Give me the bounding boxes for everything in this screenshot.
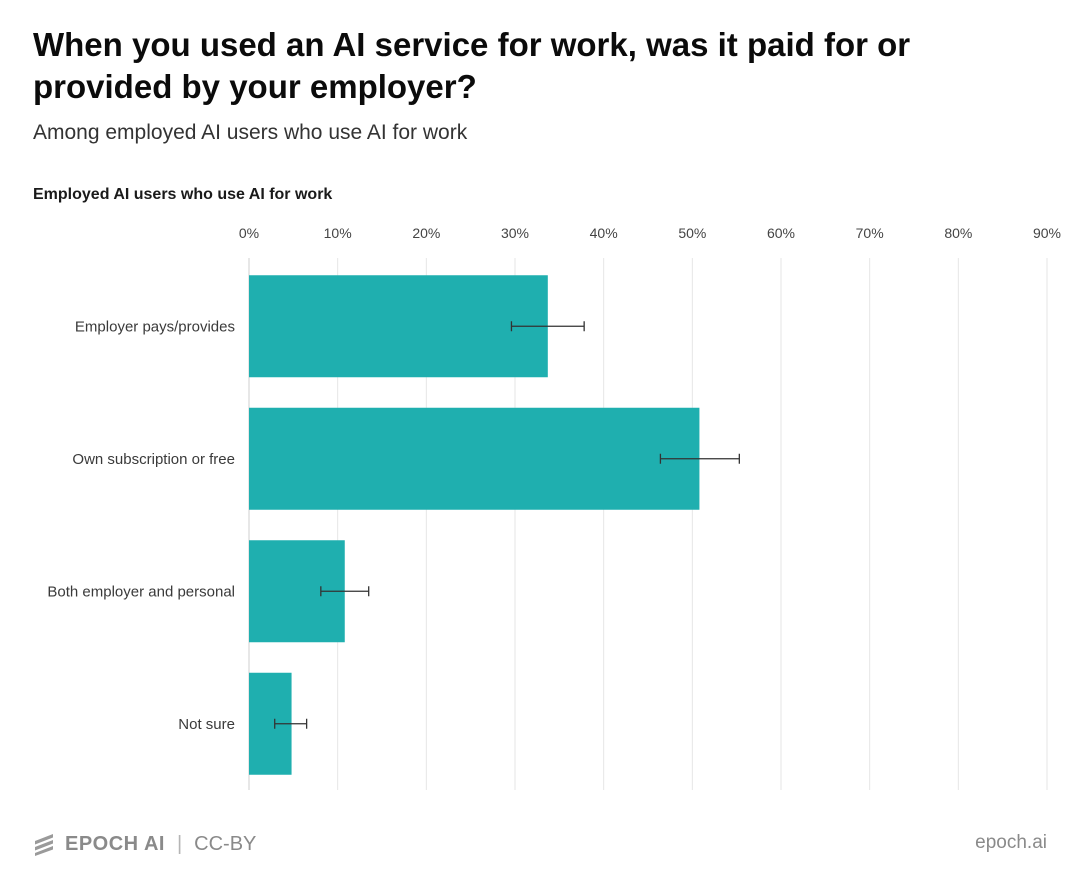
- chart-subtitle: Among employed AI users who use AI for w…: [33, 121, 468, 144]
- x-tick-label: 90%: [1033, 225, 1061, 241]
- x-tick-label: 10%: [324, 225, 352, 241]
- footer-separator: |: [176, 832, 183, 855]
- epoch-logo-icon: [35, 834, 53, 856]
- series-label: Employed AI users who use AI for work: [33, 186, 333, 203]
- x-tick-label: 40%: [590, 225, 618, 241]
- site-link[interactable]: epoch.ai: [975, 832, 1047, 853]
- chart-title: When you used an AI service for work, wa…: [33, 26, 911, 105]
- footer-branding: EPOCH AI | CC-BY: [33, 830, 256, 858]
- brand-name: EPOCH AI: [65, 832, 165, 855]
- bar: [249, 407, 700, 510]
- category-label: Own subscription or free: [72, 451, 235, 468]
- x-tick-label: 20%: [412, 225, 440, 241]
- x-tick-label: 0%: [239, 225, 259, 241]
- category-label: Not sure: [178, 716, 235, 733]
- category-label: Employer pays/provides: [75, 318, 235, 335]
- category-label: Both employer and personal: [47, 583, 235, 600]
- x-tick-label: 80%: [944, 225, 972, 241]
- x-tick-label: 70%: [856, 225, 884, 241]
- x-tick-label: 50%: [678, 225, 706, 241]
- bar: [249, 275, 548, 378]
- license-label: CC-BY: [194, 832, 257, 855]
- x-tick-label: 30%: [501, 225, 529, 241]
- x-tick-label: 60%: [767, 225, 795, 241]
